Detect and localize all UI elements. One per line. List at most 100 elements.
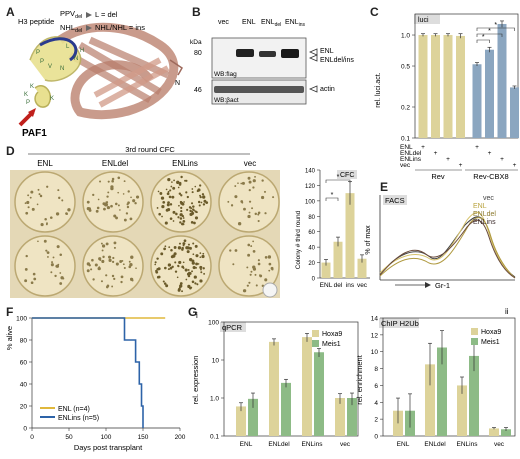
culture-plate [82,235,144,297]
colony-dot [191,280,195,284]
colony-dot [52,256,55,259]
colony-dot [247,176,251,180]
colony-dot [257,259,260,262]
colony-dot [199,265,203,269]
colony-dot [134,201,137,205]
y-tick-label: 0 [374,434,378,441]
colony-dot [177,246,182,250]
nhl-arrow-label: NHL/NHL = ins [95,23,145,32]
colony-dot [271,268,274,271]
panel-gii-label: ii [505,307,509,316]
colony-dot [106,284,110,288]
paf1-label: PAF1 [22,128,47,139]
colony-dot [267,255,272,259]
svg-text:vec: vec [244,159,256,168]
colony-dot [164,221,168,225]
colony-dot [254,212,258,216]
colony-dot [201,193,205,196]
wb-actin-label: WB:βact [214,97,239,104]
panel-gi-title: qPCR [222,323,243,332]
colony-dot [261,179,264,182]
colony-dot [156,207,159,209]
actin-band-label: actin [320,86,335,93]
h3-peptide-label: H3 peptide [18,17,54,26]
colony-dot [184,179,187,182]
y-tick-label: 0.2 [401,105,410,112]
colony-dot [178,260,182,265]
colony-dot [261,195,265,200]
colony-dot [201,254,205,259]
panel-f-xlabel: Days post transplant [74,443,143,452]
bar [393,410,403,436]
colony-dot [57,189,60,192]
marker-46: 46 [194,87,202,94]
svg-text:ENLins: ENLins [400,156,422,163]
colony-dot [247,253,251,257]
x-tick-label: del [334,282,343,289]
colony-dot [178,204,180,207]
colony-dot [169,203,173,206]
colony-dot [44,218,47,221]
bar [347,398,357,436]
colony-dot [192,265,196,270]
colony-dot [37,240,39,243]
colony-dot [173,179,175,182]
colony-dot [168,246,171,249]
colony-dot [172,186,176,190]
colony-dot [107,191,110,194]
colony-dot [51,261,54,264]
colony-dot [115,262,119,266]
colony-dot [170,249,173,252]
colony-dot [242,289,247,293]
colony-dot [167,268,170,271]
colony-dot [249,273,252,276]
significance-bracket [325,197,339,201]
colony-dot [86,269,90,273]
svg-text:L: L [66,44,70,50]
colony-dot [101,244,106,248]
colony-dot [111,274,115,278]
y-tick-label: 60 [308,230,315,236]
colony-dot [264,212,267,215]
colony-dot [37,188,40,191]
colony-dot [197,188,201,192]
colony-dot [112,256,115,260]
bar [489,428,499,436]
colony-dot [194,216,199,220]
bar [485,49,494,138]
colony-dot [181,222,184,226]
colony-dot [30,190,34,194]
colony-dot [178,242,181,245]
colony-dot [106,195,109,198]
colony-dot [177,186,180,189]
panel-f-survival: % alive Days post transplant 0 20 40 60 80 10… [5,316,186,453]
svg-text:ENL: ENL [37,159,53,168]
colony-dot [105,242,109,246]
legend-swatch-meis1 [471,338,478,345]
colony-dot [113,241,117,245]
colony-dot [32,272,36,276]
marker-80: 80 [194,50,202,57]
colony-dot [186,208,189,211]
group-label-rev: Rev [431,172,445,181]
colony-dot [111,177,115,181]
colony-dot [264,256,268,259]
x-tick-label: ENLins [457,441,479,448]
legend-label-meis1: Meis1 [481,339,500,346]
bar [345,193,355,278]
n-terminus-label: N [175,80,180,87]
colony-dot [45,249,48,252]
colony-dot [169,266,173,270]
y-tick-label: 0 [23,426,27,433]
colony-dot [24,267,28,271]
colony-dot [179,221,182,224]
colony-dot [29,196,32,199]
plus-sign: + [421,144,425,151]
panel-e-ylabel: % of max [365,225,372,255]
band-enl [236,49,254,57]
panel-g-qpcr: i qPCR rel. expression 0.1 1.0 10 100 ENL ENL… [191,311,359,448]
colony-dot [174,261,177,264]
colony-dot [169,189,172,192]
colony-dot [130,196,132,199]
legend-swatch-hoxa9 [471,328,478,335]
